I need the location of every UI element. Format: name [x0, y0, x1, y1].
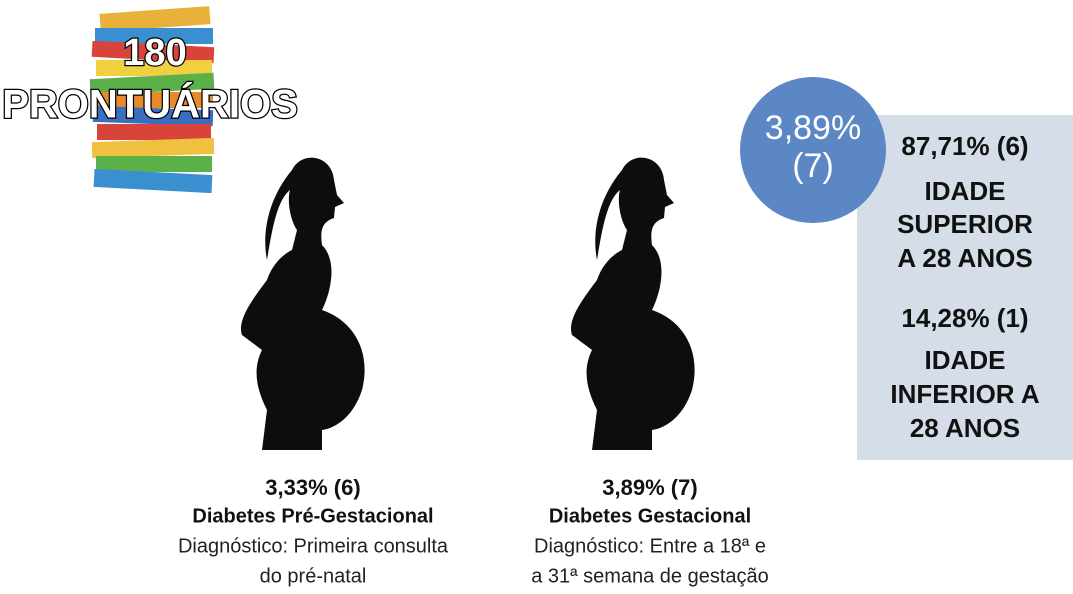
age-label: A 28 ANOS — [897, 243, 1032, 273]
page: 180 PRONTUÁRIOS 3,89% (7) 87,71% (6) IDA… — [0, 0, 1073, 589]
figure-value: 3,89% (7) — [602, 475, 697, 500]
circle-text: (7) — [792, 147, 834, 185]
age-value: 14,28% (1) — [901, 303, 1028, 333]
age-label: INFERIOR A — [890, 379, 1039, 409]
circle-text: 3,89% — [765, 109, 861, 147]
figure-desc: do pré-natal — [260, 565, 367, 587]
count: 180 — [123, 32, 186, 74]
age-label: 28 ANOS — [910, 413, 1020, 443]
figure-desc: a 31ª semana de gestação — [531, 565, 769, 587]
age-label: IDADE — [925, 176, 1006, 206]
figure-value: 3,33% (6) — [265, 475, 360, 500]
age-label: IDADE — [925, 345, 1006, 375]
figure-desc: Diagnóstico: Entre a 18ª e — [534, 535, 766, 557]
figure-desc: Diagnóstico: Primeira consulta — [178, 535, 449, 557]
title: PRONTUÁRIOS — [2, 82, 298, 127]
figure-name: Diabetes Pré-Gestacional — [192, 505, 433, 527]
age-value: 87,71% (6) — [901, 131, 1028, 161]
infographic: 180 PRONTUÁRIOS 3,89% (7) 87,71% (6) IDA… — [0, 0, 1073, 589]
figure-name: Diabetes Gestacional — [549, 505, 751, 527]
pregnant-silhouette — [571, 158, 695, 450]
age-label: SUPERIOR — [897, 209, 1033, 239]
pregnant-silhouette — [241, 158, 365, 450]
